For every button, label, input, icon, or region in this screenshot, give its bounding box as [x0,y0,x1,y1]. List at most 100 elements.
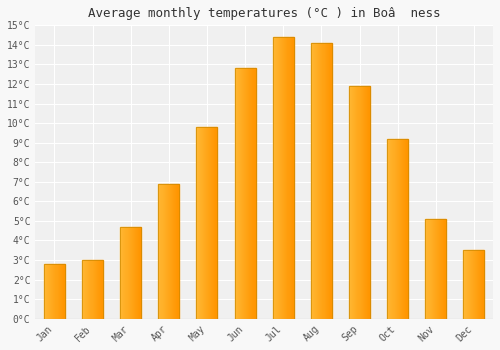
Bar [51,264,52,318]
Bar [177,184,178,318]
Bar [44,264,65,318]
Bar [50,264,51,318]
Bar [311,43,312,318]
Bar [428,219,430,318]
Bar [132,227,133,318]
Bar [203,127,204,318]
Bar [166,184,168,318]
Bar [354,86,356,318]
Bar [436,219,437,318]
Bar [240,68,241,318]
Bar [135,227,136,318]
Bar [52,264,54,318]
Bar [468,250,470,318]
Bar [471,250,472,318]
Bar [400,139,401,318]
Bar [158,184,180,318]
Bar [438,219,439,318]
Bar [360,86,362,318]
Bar [84,260,85,318]
Bar [100,260,101,318]
Bar [60,264,62,318]
Bar [314,43,315,318]
Bar [168,184,169,318]
Bar [403,139,404,318]
Bar [316,43,317,318]
Bar [246,68,247,318]
Bar [444,219,446,318]
Bar [196,127,218,318]
Bar [133,227,134,318]
Bar [407,139,408,318]
Bar [430,219,432,318]
Bar [274,37,275,319]
Bar [480,250,482,318]
Bar [405,139,406,318]
Bar [368,86,369,318]
Bar [164,184,166,318]
Bar [170,184,171,318]
Bar [392,139,394,318]
Bar [196,127,198,318]
Bar [290,37,292,319]
Bar [443,219,444,318]
Bar [331,43,332,318]
Bar [209,127,210,318]
Bar [388,139,390,318]
Bar [349,86,370,318]
Bar [158,184,160,318]
Bar [280,37,281,319]
Bar [120,227,141,318]
Bar [475,250,476,318]
Bar [244,68,245,318]
Bar [238,68,239,318]
Bar [351,86,352,318]
Bar [315,43,316,318]
Bar [92,260,94,318]
Bar [352,86,354,318]
Bar [441,219,442,318]
Bar [390,139,392,318]
Bar [364,86,365,318]
Bar [139,227,140,318]
Bar [366,86,367,318]
Bar [365,86,366,318]
Bar [83,260,84,318]
Bar [56,264,58,318]
Bar [172,184,173,318]
Bar [478,250,479,318]
Bar [479,250,480,318]
Bar [330,43,331,318]
Bar [406,139,407,318]
Bar [128,227,130,318]
Bar [205,127,206,318]
Bar [324,43,326,318]
Bar [322,43,324,318]
Bar [288,37,290,319]
Bar [387,139,388,318]
Bar [474,250,475,318]
Bar [349,86,350,318]
Bar [211,127,212,318]
Bar [350,86,351,318]
Bar [328,43,330,318]
Bar [401,139,402,318]
Bar [369,86,370,318]
Bar [273,37,274,319]
Bar [239,68,240,318]
Bar [434,219,435,318]
Bar [473,250,474,318]
Bar [98,260,99,318]
Bar [162,184,164,318]
Bar [171,184,172,318]
Bar [243,68,244,318]
Bar [470,250,471,318]
Bar [88,260,90,318]
Bar [320,43,322,318]
Bar [216,127,218,318]
Bar [212,127,214,318]
Bar [102,260,103,318]
Bar [134,227,135,318]
Bar [250,68,252,318]
Bar [245,68,246,318]
